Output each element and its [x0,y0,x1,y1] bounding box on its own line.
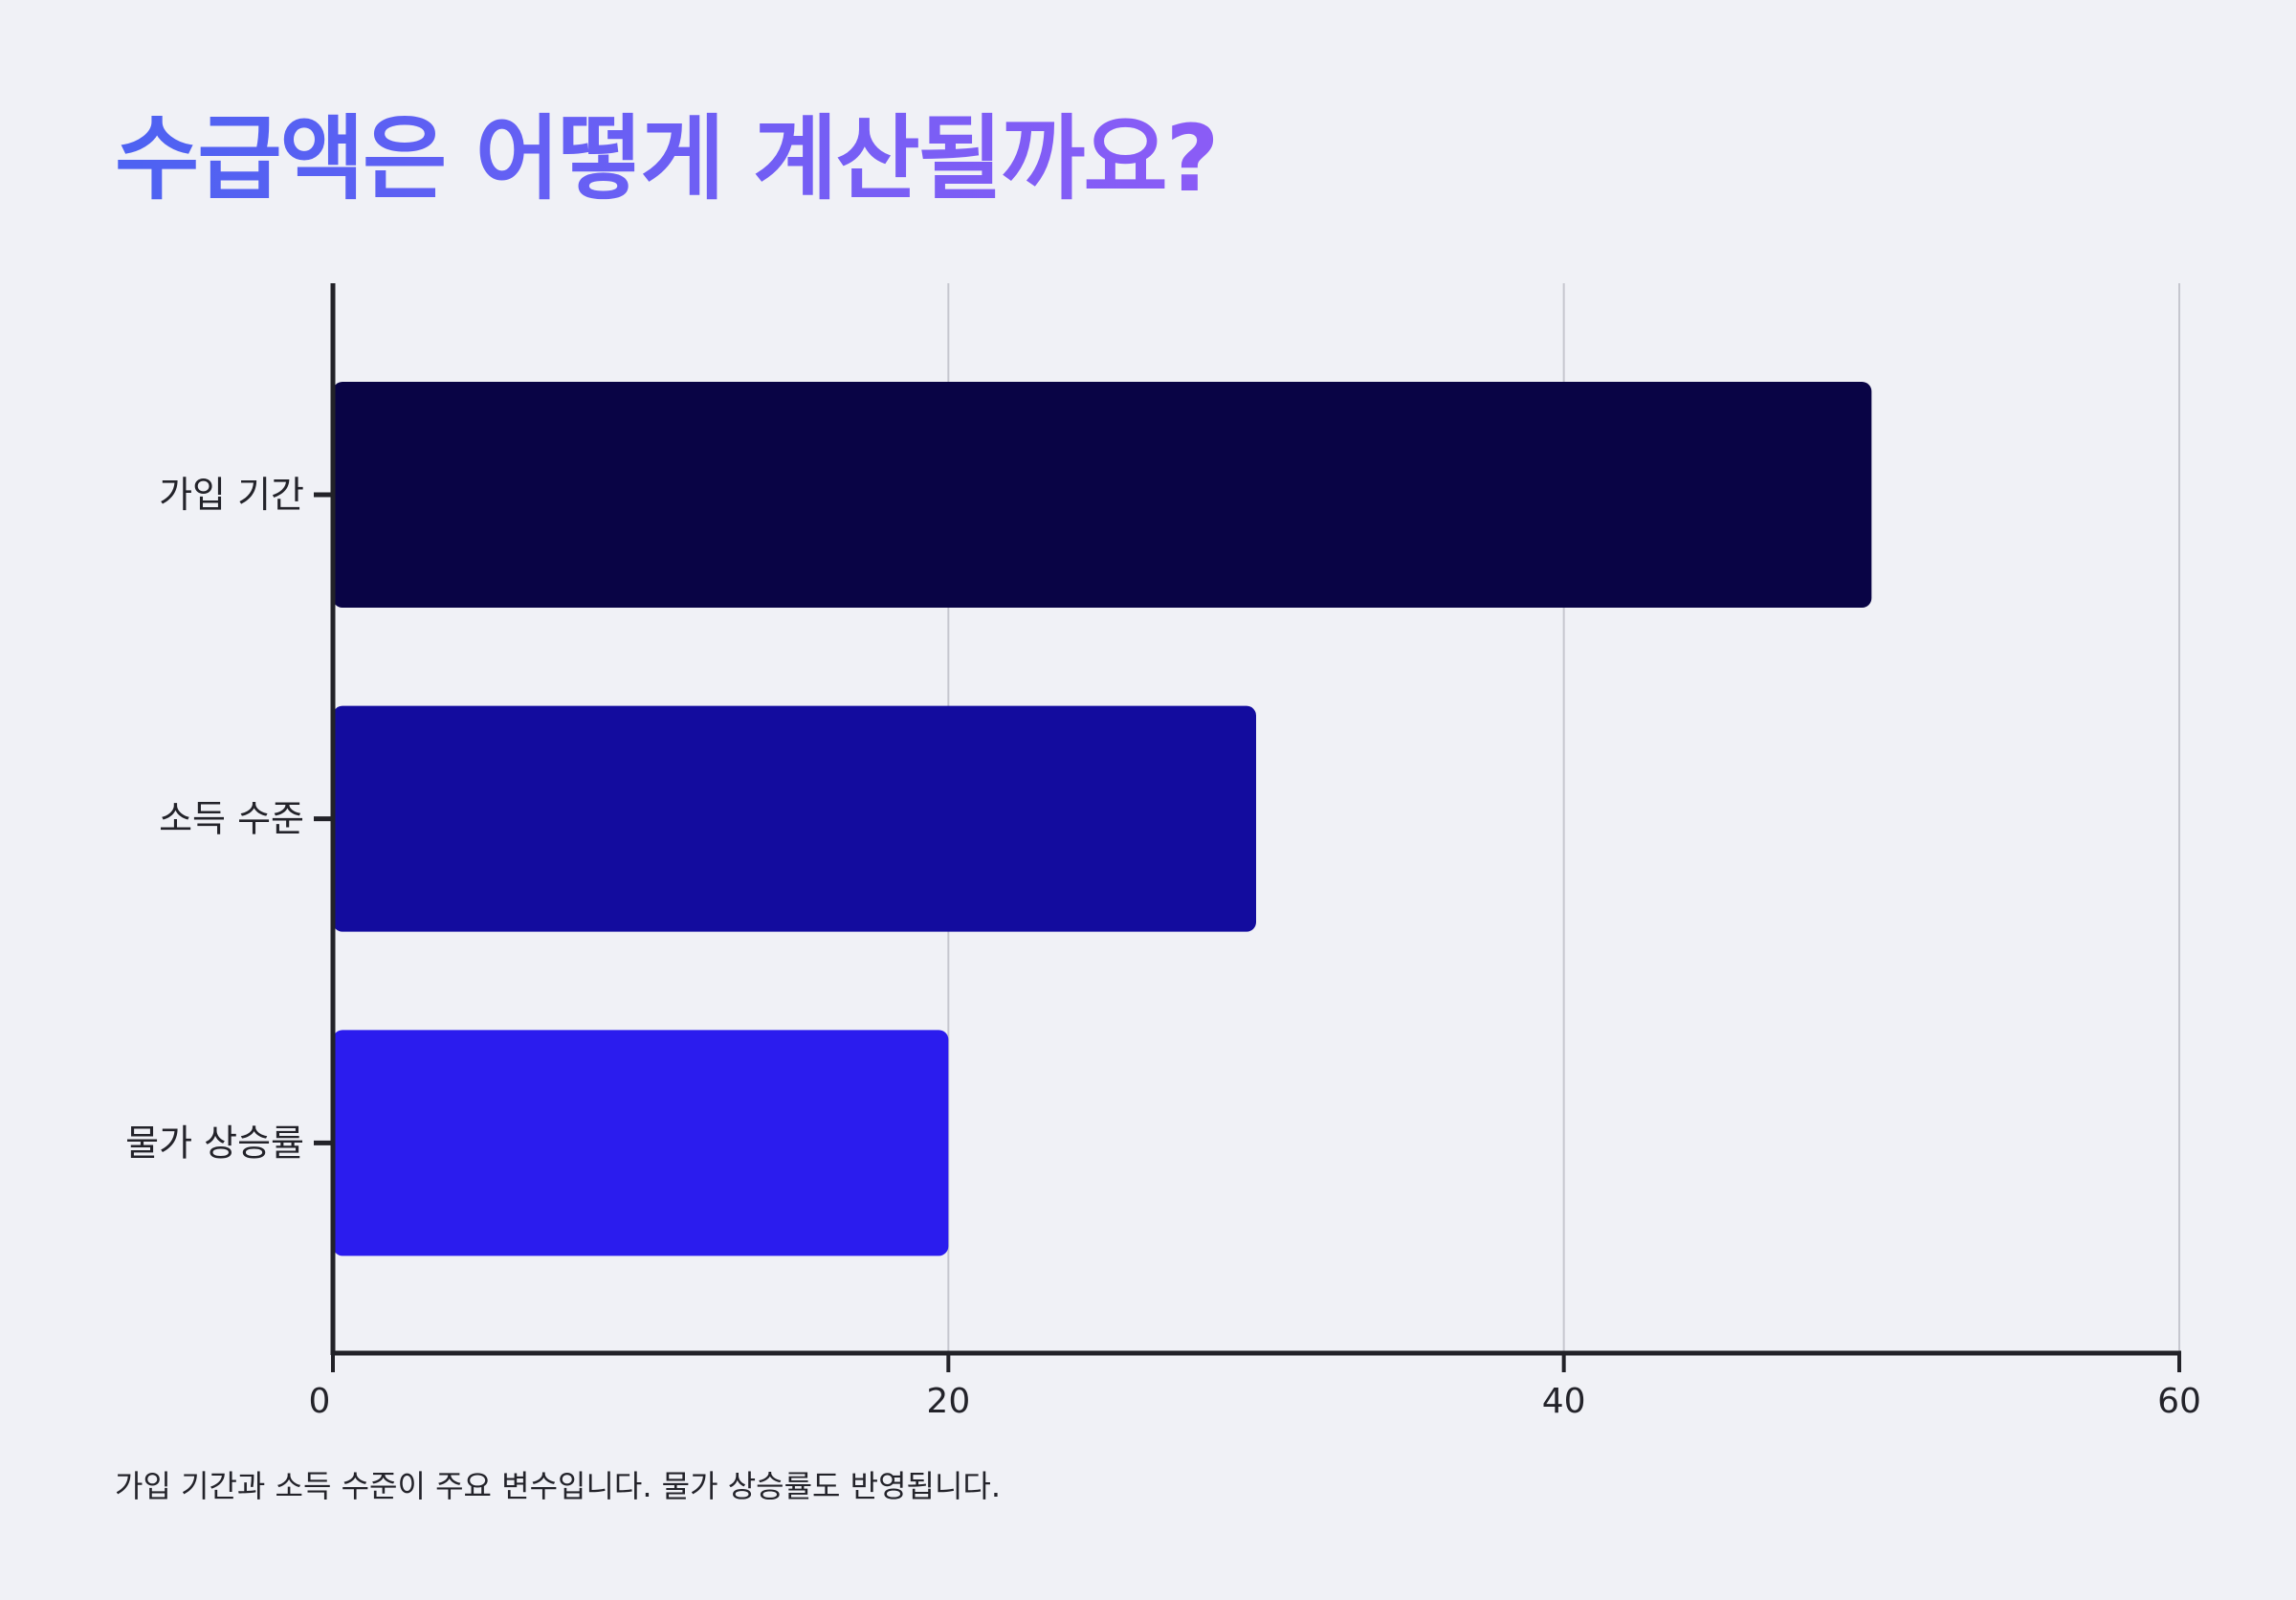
bar [333,1030,949,1256]
x-ticks: 0 20 40 60 [309,1353,2201,1421]
bar [333,382,1872,608]
chart-title: 수급액은 어떻게 계산될까요? [115,84,1219,217]
y-tick-label: 소득 수준 [159,798,304,840]
chart-caption: 가입 기간과 소득 수준이 주요 변수입니다. 물가 상승률도 반영됩니다. [115,1468,1002,1504]
y-tick-label: 물가 상승률 [125,1122,304,1164]
x-tick-label: 40 [1542,1382,1586,1421]
y-tick-label: 가입 기간 [159,474,304,516]
x-tick-label: 0 [309,1382,331,1421]
x-tick-label: 60 [2157,1382,2201,1421]
x-tick-label: 20 [926,1382,970,1421]
bars [333,382,1872,1256]
bar [333,705,1256,932]
